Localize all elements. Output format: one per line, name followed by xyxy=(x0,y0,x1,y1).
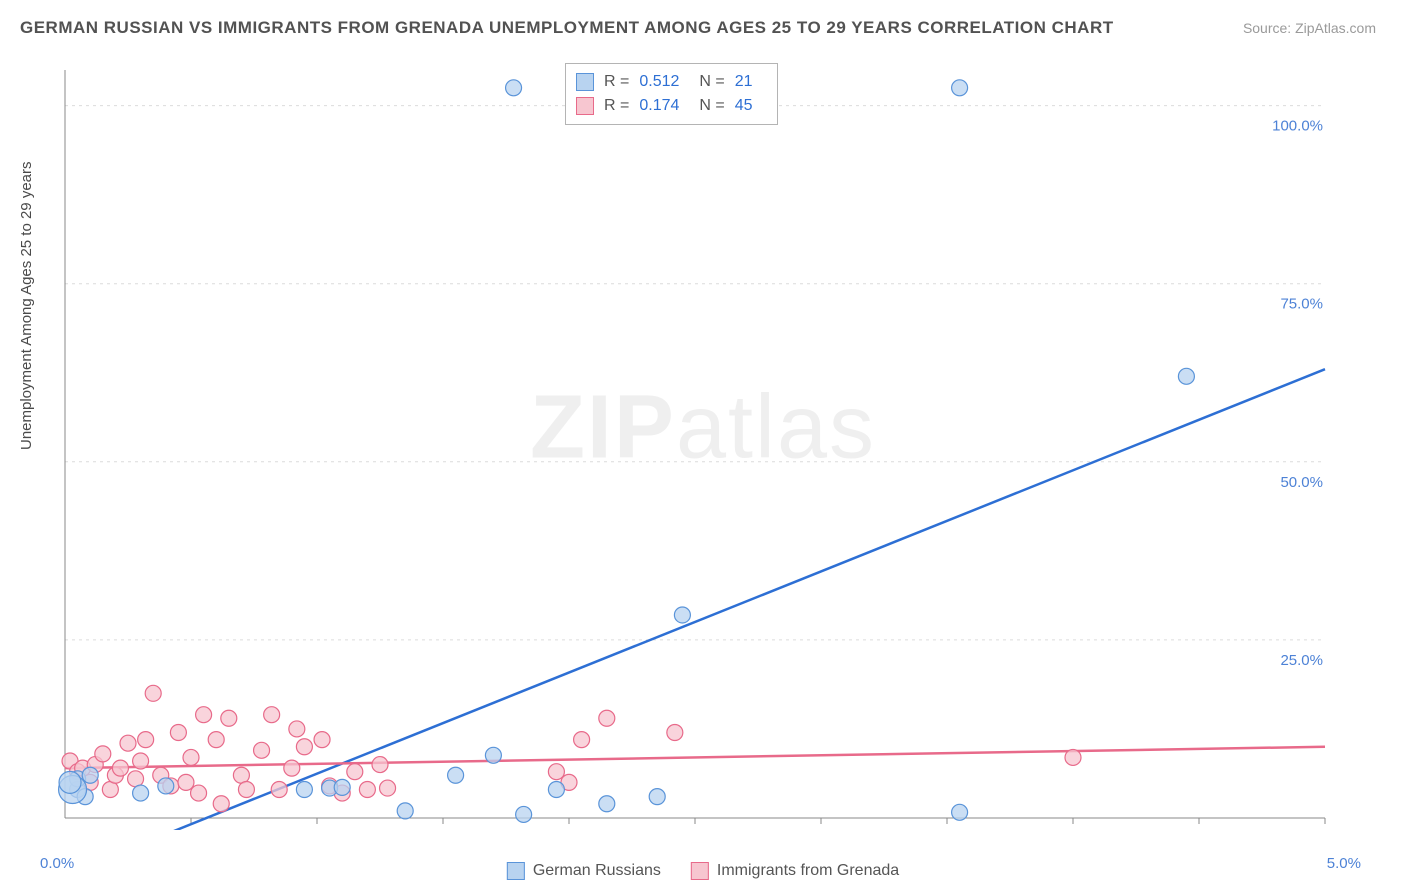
data-point xyxy=(397,803,413,819)
data-point xyxy=(952,80,968,96)
n-value: 45 xyxy=(735,94,763,118)
correlation-stats-box: R = 0.512 N = 21 R = 0.174 N = 45 xyxy=(565,63,778,125)
data-point xyxy=(138,732,154,748)
data-point xyxy=(284,760,300,776)
legend-swatch xyxy=(691,862,709,880)
data-point xyxy=(599,710,615,726)
legend-label: German Russians xyxy=(533,862,661,880)
data-point xyxy=(516,806,532,822)
legend-label: Immigrants from Grenada xyxy=(717,862,899,880)
data-point xyxy=(264,707,280,723)
data-point xyxy=(271,782,287,798)
y-tick-label: 75.0% xyxy=(1280,296,1323,313)
data-point xyxy=(485,747,501,763)
series-swatch xyxy=(576,73,594,91)
data-point xyxy=(1178,368,1194,384)
data-point xyxy=(145,685,161,701)
data-point xyxy=(112,760,128,776)
data-point xyxy=(314,732,330,748)
chart-title: GERMAN RUSSIAN VS IMMIGRANTS FROM GRENAD… xyxy=(20,18,1114,38)
y-tick-label: 25.0% xyxy=(1280,652,1323,669)
data-point xyxy=(296,739,312,755)
data-point xyxy=(196,707,212,723)
data-point xyxy=(289,721,305,737)
r-value: 0.512 xyxy=(639,70,689,94)
data-point xyxy=(649,789,665,805)
data-point xyxy=(59,771,81,793)
data-point xyxy=(238,782,254,798)
data-point xyxy=(213,796,229,812)
n-label: N = xyxy=(699,94,724,118)
data-point xyxy=(667,725,683,741)
data-point xyxy=(170,725,186,741)
data-point xyxy=(548,764,564,780)
data-point xyxy=(221,710,237,726)
data-point xyxy=(95,746,111,762)
x-tick-label-right: 5.0% xyxy=(1327,855,1361,872)
y-axis-label: Unemployment Among Ages 25 to 29 years xyxy=(18,161,35,450)
trend-line xyxy=(153,369,1325,830)
stats-row: R = 0.512 N = 21 xyxy=(576,70,763,94)
data-point xyxy=(334,779,350,795)
n-value: 21 xyxy=(735,70,763,94)
data-point xyxy=(599,796,615,812)
r-label: R = xyxy=(604,70,629,94)
legend: German Russians Immigrants from Grenada xyxy=(507,862,899,880)
legend-item: German Russians xyxy=(507,862,661,880)
data-point xyxy=(183,749,199,765)
data-point xyxy=(254,742,270,758)
plot-svg: 25.0% 50.0% 75.0% 100.0% xyxy=(55,60,1335,830)
data-point xyxy=(208,732,224,748)
data-point xyxy=(158,778,174,794)
stats-row: R = 0.174 N = 45 xyxy=(576,94,763,118)
data-point xyxy=(133,753,149,769)
data-point xyxy=(952,804,968,820)
legend-item: Immigrants from Grenada xyxy=(691,862,899,880)
data-point xyxy=(128,771,144,787)
y-tick-label: 50.0% xyxy=(1280,474,1323,491)
data-point xyxy=(133,785,149,801)
data-point xyxy=(506,80,522,96)
data-point xyxy=(347,764,363,780)
data-point xyxy=(674,607,690,623)
data-point xyxy=(448,767,464,783)
data-point xyxy=(1065,749,1081,765)
series-swatch xyxy=(576,97,594,115)
data-point xyxy=(574,732,590,748)
n-label: N = xyxy=(699,70,724,94)
data-point xyxy=(359,782,375,798)
data-point xyxy=(191,785,207,801)
x-tick-label-left: 0.0% xyxy=(40,855,74,872)
scatter-plot: 25.0% 50.0% 75.0% 100.0% xyxy=(55,60,1335,830)
source-label: Source: ZipAtlas.com xyxy=(1243,20,1376,36)
data-point xyxy=(102,782,118,798)
y-tick-label: 100.0% xyxy=(1272,118,1323,135)
data-point xyxy=(178,774,194,790)
data-point xyxy=(120,735,136,751)
data-point xyxy=(296,782,312,798)
data-point xyxy=(548,782,564,798)
data-point xyxy=(380,780,396,796)
legend-swatch xyxy=(507,862,525,880)
data-point xyxy=(82,767,98,783)
data-point xyxy=(372,757,388,773)
r-label: R = xyxy=(604,94,629,118)
r-value: 0.174 xyxy=(639,94,689,118)
data-point xyxy=(233,767,249,783)
